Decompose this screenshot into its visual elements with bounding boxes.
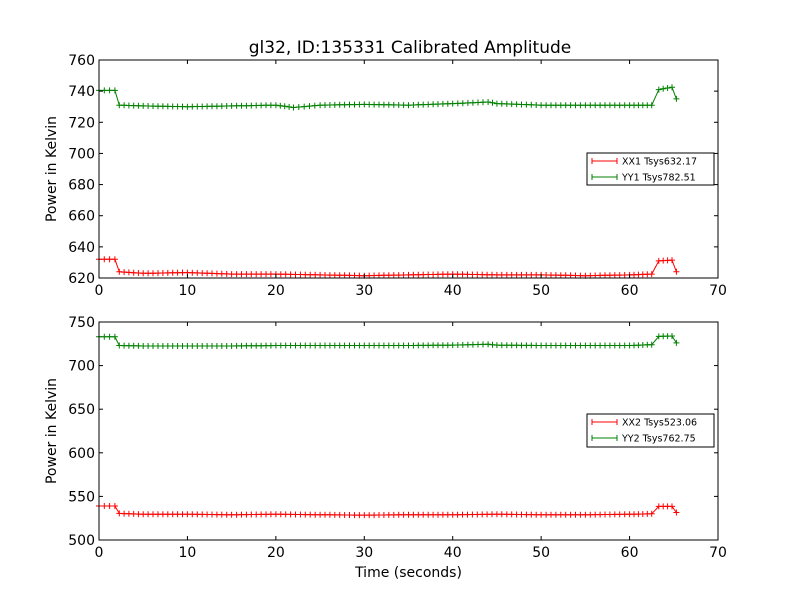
data-point-marker	[277, 102, 284, 109]
x-tick-label: 60	[621, 283, 639, 299]
subplot-2: 0 10 20 30 40 50 60 70 500 550 600 650 700 750 Power i…	[44, 315, 727, 581]
data-point-marker	[648, 271, 655, 278]
data-point-marker	[101, 87, 108, 94]
y-axis-label: Power in Kelvin	[44, 116, 60, 222]
data-point-marker	[669, 84, 675, 91]
y-tick-label: 650	[68, 402, 95, 418]
data-point-marker	[106, 503, 113, 509]
legend: XX2 Tsys523.06 YY2 Tsys762.75	[586, 413, 715, 448]
data-point-marker	[655, 86, 662, 93]
data-point-marker	[290, 104, 297, 111]
y-tick-label: 660	[68, 209, 95, 225]
data-point-marker	[106, 87, 113, 94]
axes-frame	[98, 321, 719, 541]
legend: XX1 Tsys632.17 YY1 Tsys782.51	[586, 152, 715, 186]
series-2-1	[96, 503, 680, 519]
legend-box	[586, 152, 715, 186]
x-tick-label: 30	[355, 283, 373, 299]
series-2-2	[96, 333, 680, 349]
y-tick-label: 600	[68, 446, 95, 462]
y-tick-label: 700	[68, 146, 95, 162]
data-point-marker	[111, 256, 118, 263]
series-1-1	[96, 256, 680, 279]
data-point-marker	[306, 103, 313, 110]
data-point-marker	[459, 341, 466, 348]
data-point-marker	[480, 99, 486, 106]
legend-box	[586, 413, 715, 448]
data-point-marker	[106, 333, 113, 340]
data-point-marker	[101, 256, 108, 263]
data-point-marker	[673, 509, 680, 516]
x-tick-label: 10	[179, 283, 197, 299]
y-tick-label: 720	[68, 115, 95, 131]
x-tick-label: 20	[267, 545, 285, 561]
data-point-marker	[449, 100, 456, 107]
legend-label: YY1 Tsys782.51	[621, 173, 696, 184]
data-point-marker	[101, 333, 108, 340]
data-point-marker	[295, 104, 302, 110]
data-point-marker	[459, 100, 466, 107]
y-tick-label: 700	[68, 359, 95, 375]
subplot-1: 0 10 20 30 40 50 60 70 620 640 660 680 700 720 740 760 P…	[44, 53, 727, 299]
data-point-marker	[106, 256, 113, 263]
data-point-marker	[311, 102, 318, 109]
y-tick-label: 760	[68, 53, 95, 69]
x-tick-label: 60	[621, 545, 639, 561]
y-tick-label: 500	[68, 533, 95, 549]
x-tick-label: 70	[709, 283, 727, 299]
data-point-marker	[281, 103, 288, 110]
legend-label: YY2 Tsys762.75	[621, 434, 696, 445]
y-axis-label: Power in Kelvin	[44, 378, 60, 484]
legend-label: XX1 Tsys632.17	[622, 157, 697, 168]
data-point-marker	[489, 99, 496, 106]
data-point-marker	[664, 85, 671, 91]
data-point-marker	[111, 333, 118, 340]
x-tick-label: 0	[95, 283, 104, 299]
data-point-marker	[673, 268, 680, 275]
data-point-marker	[673, 339, 680, 346]
x-tick-label: 50	[532, 545, 550, 561]
x-tick-label: 70	[709, 545, 727, 561]
chart-title: gl32, ID:135331 Calibrated Amplitude	[249, 38, 571, 58]
x-axis-label: Time (seconds)	[354, 565, 462, 581]
series-1-2	[96, 84, 680, 111]
x-tick-label: 50	[532, 283, 550, 299]
y-tick-label: 740	[68, 84, 95, 100]
axes-frame	[98, 59, 719, 279]
y-tick-label: 640	[68, 240, 95, 256]
x-tick-label: 40	[444, 283, 462, 299]
x-tick-label: 0	[95, 545, 104, 561]
data-point-marker	[660, 85, 667, 92]
data-point-marker	[669, 503, 675, 510]
y-tick-label: 750	[68, 315, 95, 331]
data-point-marker	[480, 341, 486, 348]
data-point-marker	[111, 87, 118, 94]
data-point-marker	[669, 333, 675, 339]
data-point-marker	[469, 341, 476, 348]
data-point-marker	[485, 99, 492, 105]
data-point-marker	[449, 342, 456, 349]
y-tick-label: 680	[68, 178, 95, 194]
data-point-marker	[673, 95, 680, 102]
x-tick-label: 30	[355, 545, 373, 561]
x-tick-label: 40	[444, 545, 462, 561]
data-point-marker	[469, 99, 476, 106]
data-point-marker	[286, 103, 293, 110]
x-tick-label: 10	[179, 545, 197, 561]
x-tick-label: 20	[267, 283, 285, 299]
data-point-marker	[648, 102, 655, 109]
data-point-marker	[101, 503, 108, 509]
data-point-marker	[648, 510, 655, 517]
data-point-marker	[669, 257, 675, 264]
legend-label: XX2 Tsys523.06	[622, 418, 697, 429]
y-tick-label: 550	[68, 489, 95, 505]
y-tick-label: 620	[68, 271, 95, 287]
data-point-marker	[111, 503, 118, 509]
data-point-marker	[301, 103, 308, 110]
data-point-marker	[648, 341, 655, 348]
